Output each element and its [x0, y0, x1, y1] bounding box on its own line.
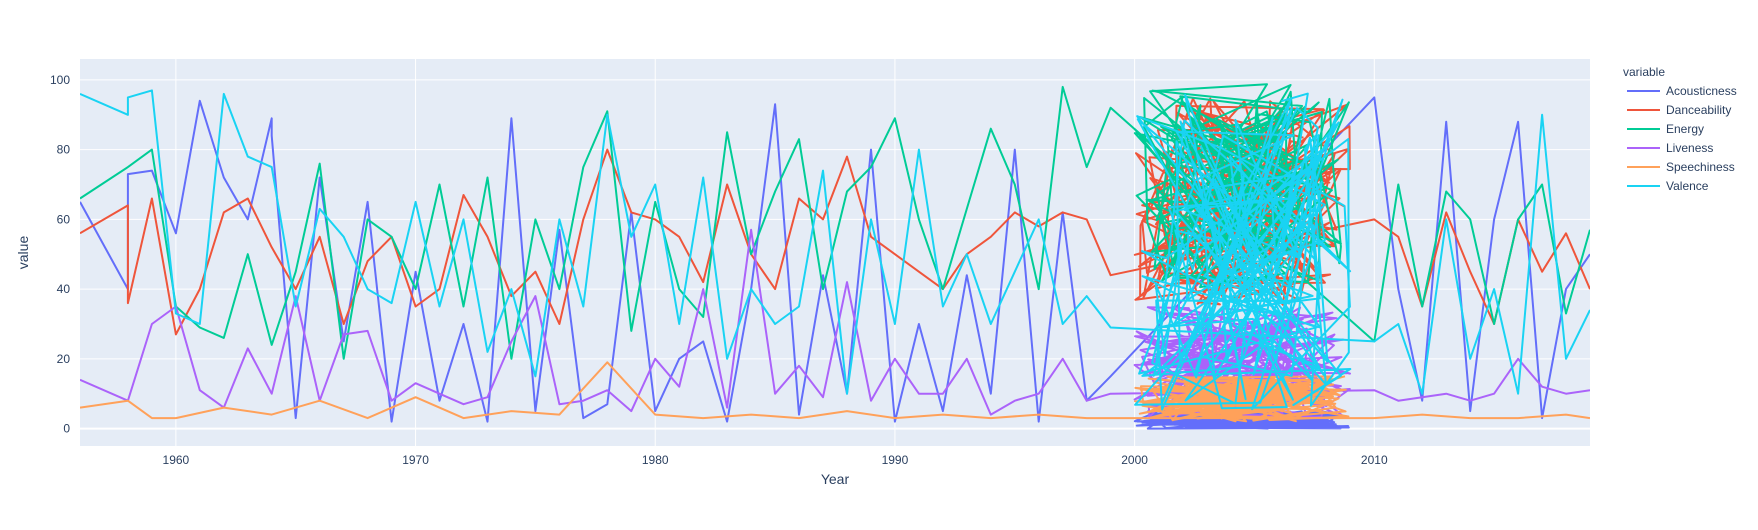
series-line	[80, 85, 1590, 360]
y-tick-label: 0	[63, 422, 70, 436]
plot-area	[80, 59, 1590, 446]
series-line	[80, 361, 1590, 420]
series-valence	[80, 89, 1590, 411]
legend-item[interactable]: Danceability	[1627, 103, 1731, 117]
series-line	[80, 89, 1590, 395]
y-tick-label: 80	[57, 143, 71, 157]
legend-item[interactable]: Liveness	[1627, 141, 1713, 155]
legend-item[interactable]: Valence	[1627, 179, 1709, 193]
y-tick-label: 100	[50, 73, 70, 87]
legend-item[interactable]: Acousticness	[1627, 84, 1737, 98]
legend-label: Acousticness	[1666, 84, 1737, 98]
x-tick-label: 2000	[1121, 453, 1148, 467]
x-tick-label: 1970	[402, 453, 429, 467]
series-dense-line	[1134, 375, 1350, 423]
series-line	[80, 228, 1590, 416]
x-tick-label: 1990	[882, 453, 909, 467]
x-tick-label: 1980	[642, 453, 669, 467]
x-tick-label: 1960	[163, 453, 190, 467]
series-speechiness	[80, 361, 1590, 423]
y-tick-label: 60	[57, 212, 71, 226]
y-tick-label: 40	[57, 282, 71, 296]
legend-item[interactable]: Energy	[1627, 122, 1704, 136]
legend-label: Valence	[1666, 179, 1709, 193]
series-line	[80, 96, 1590, 423]
legend: variable Acousticness Danceability Energy L…	[1623, 65, 1737, 193]
legend-label: Speechiness	[1666, 160, 1735, 174]
legend-item[interactable]: Speechiness	[1627, 160, 1735, 174]
x-tick-label: 2010	[1361, 453, 1388, 467]
legend-label: Liveness	[1666, 141, 1713, 155]
y-tick-label: 20	[57, 352, 71, 366]
series-dense-line	[1134, 92, 1352, 411]
legend-label: Danceability	[1666, 103, 1731, 117]
legend-label: Energy	[1666, 122, 1704, 136]
x-axis-title: Year	[821, 471, 850, 487]
legend-title: variable	[1623, 65, 1665, 79]
y-axis-title: value	[15, 236, 31, 270]
